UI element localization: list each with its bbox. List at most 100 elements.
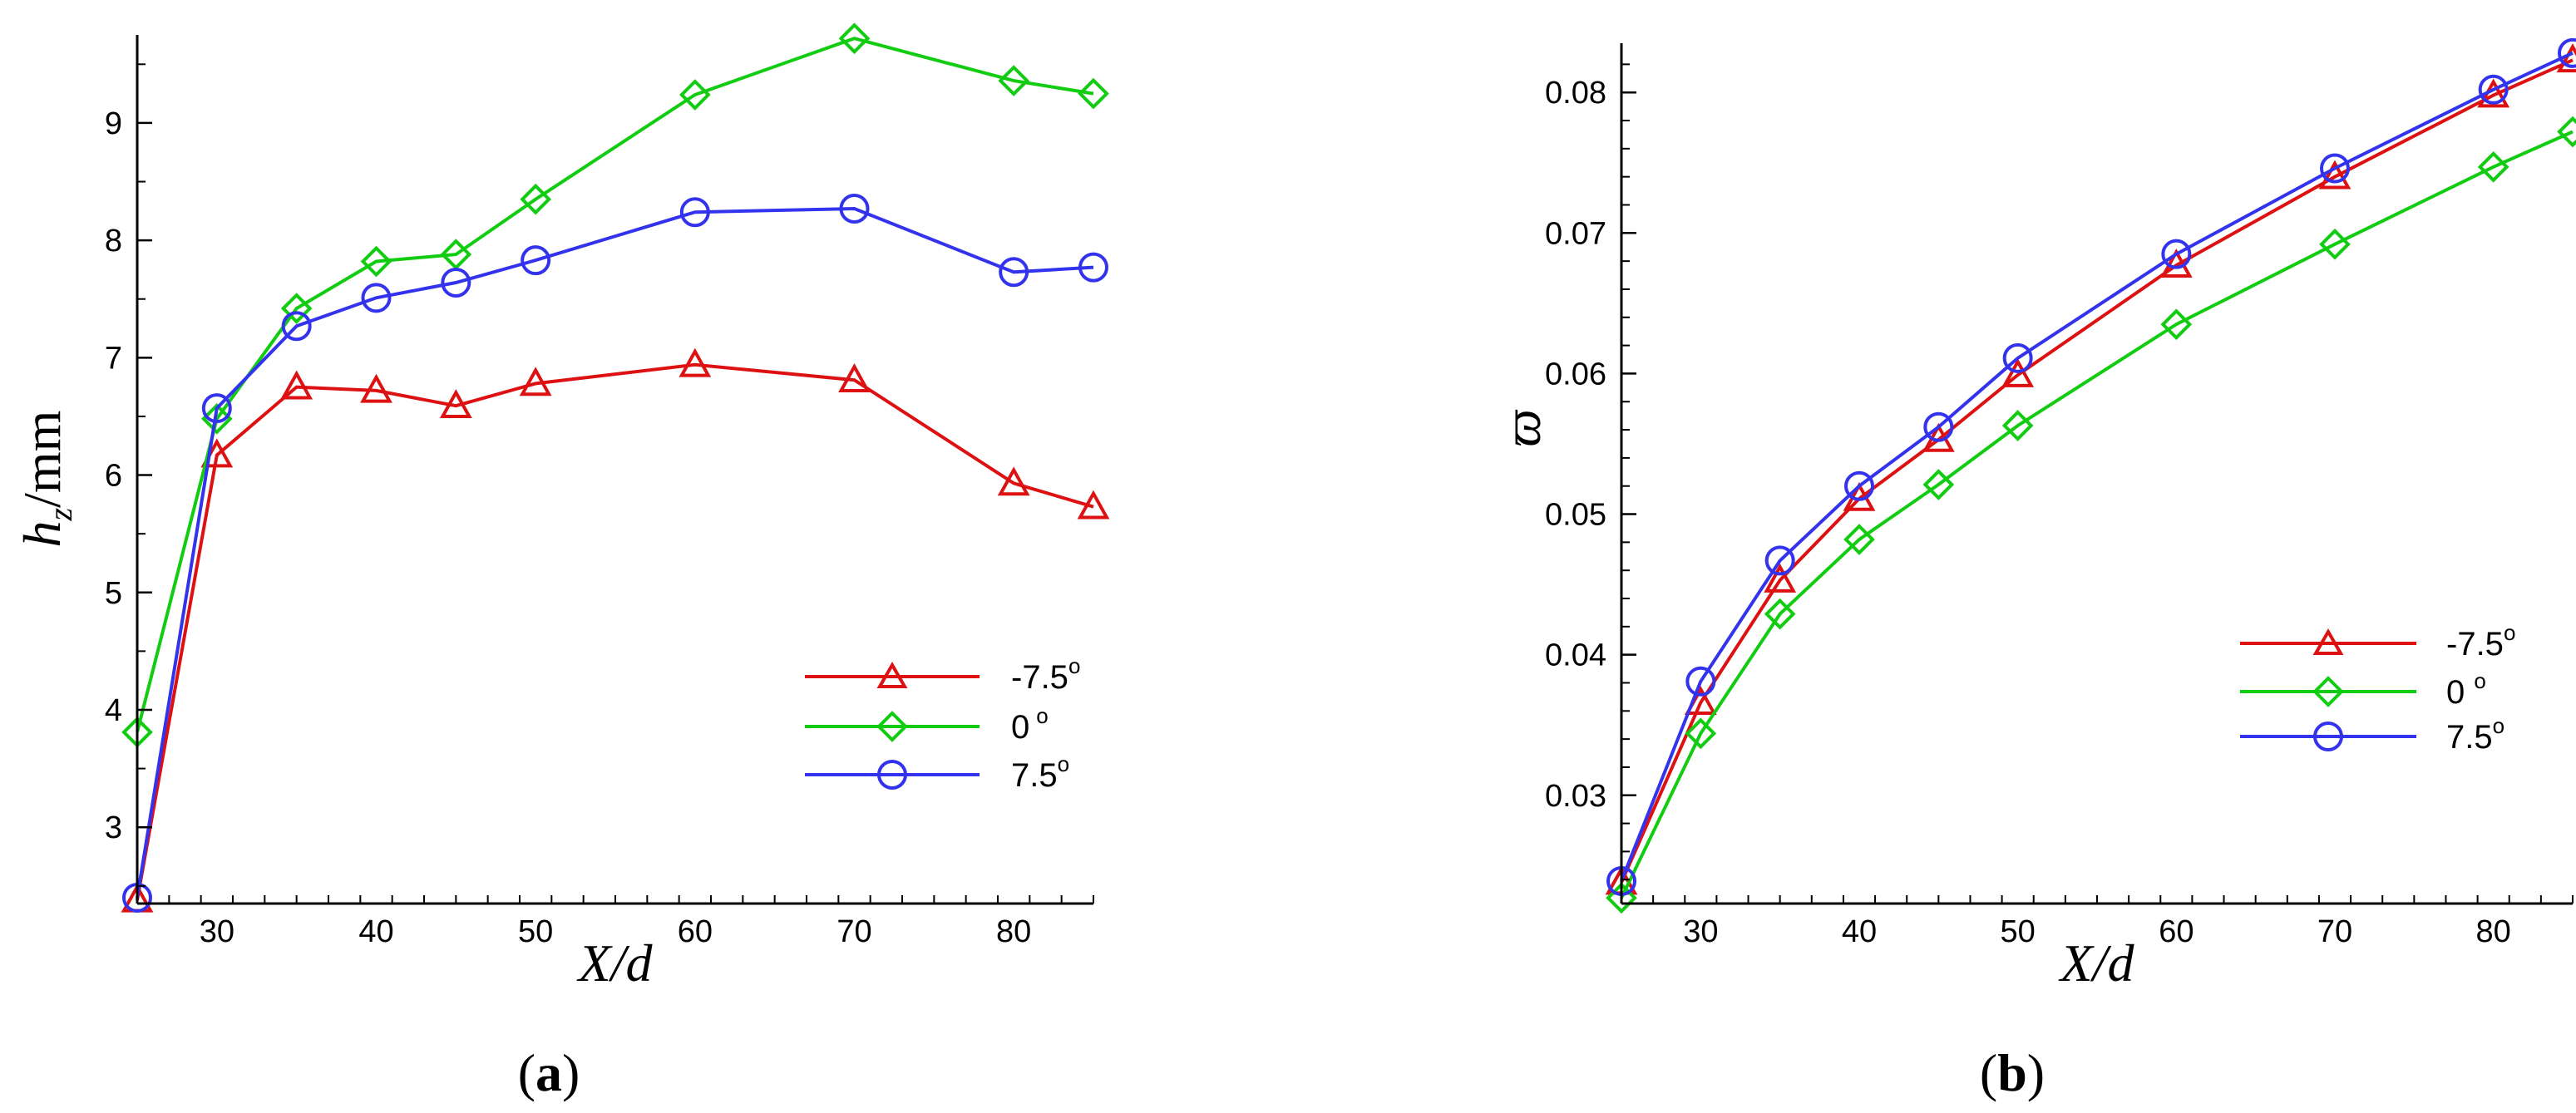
data-point-a-1 (201, 402, 233, 435)
data-point-b-2 (2478, 74, 2509, 105)
data-point-a-1 (520, 183, 551, 215)
y-tick-label: 0.03 (1545, 779, 1606, 814)
data-point-a-1 (280, 293, 313, 324)
legend-diamond-marker-icon-b (2312, 676, 2344, 707)
x-tick-label: 30 (200, 914, 234, 949)
data-point-b-0 (1764, 563, 1797, 593)
ticks-b: 30 40 50 60 70 80 0.03 0.04 0.05 0.06 0.07 0.08 (1545, 63, 2574, 949)
legend-label-b-1: 0 o (2446, 668, 2486, 711)
x-tick-label: 50 (518, 914, 553, 949)
data-point-a-2 (679, 197, 710, 228)
data-point-a-1 (1078, 77, 1109, 110)
data-point-b-2 (2161, 239, 2192, 269)
data-point-b-0 (2318, 160, 2351, 190)
data-point-a-0 (519, 367, 552, 396)
data-point-b-2 (1844, 470, 1874, 501)
legend-circle-marker-icon-b (2313, 721, 2343, 751)
legend-label-b-2: 7.5o (2446, 713, 2504, 756)
data-point-b-2 (1685, 666, 1716, 697)
panel-label-b: (b) (1980, 1043, 2045, 1102)
data-point-b-1 (2557, 116, 2576, 148)
data-point-a-2 (839, 194, 870, 224)
y-tick-label: 8 (105, 224, 122, 259)
data-point-b-1 (1922, 469, 1955, 500)
data-point-b-0 (2556, 43, 2576, 73)
y-tick-label: 7 (105, 341, 122, 376)
data-point-a-0 (997, 466, 1030, 496)
data-point-b-1 (1764, 598, 1796, 630)
y-axis-title-a: hz/mm (12, 411, 79, 548)
y-axis-title-b: ϖ (1493, 409, 1552, 446)
x-tick-label: 40 (358, 914, 393, 949)
series-line-a-1 (136, 37, 1094, 733)
axes-b (1620, 43, 2573, 905)
y-tick-label: 0.08 (1545, 76, 1606, 111)
panel-label-a: (a) (518, 1043, 580, 1102)
data-point-b-0 (2001, 357, 2035, 387)
series-line-b-1 (1620, 130, 2574, 899)
data-point-b-1 (2001, 410, 2034, 441)
data-point-a-0 (439, 389, 472, 419)
series-layer-b (1605, 37, 2576, 914)
series-line-a-2 (136, 206, 1094, 899)
series-line-b-2 (1620, 51, 2574, 882)
y-tick-label: 9 (105, 106, 122, 141)
legend-b: -7.5o 0 o 7.5o (2240, 620, 2515, 756)
data-point-a-1 (679, 79, 711, 111)
series-line-b-0 (1620, 58, 2574, 884)
y-tick-label: 5 (105, 576, 122, 611)
data-point-a-0 (838, 363, 871, 392)
data-point-b-1 (2160, 308, 2193, 341)
data-point-b-1 (1843, 524, 1875, 555)
x-tick-label: 80 (2476, 914, 2511, 949)
data-point-a-2 (361, 283, 392, 313)
series-line-a-0 (136, 362, 1094, 901)
y-tick-label: 0.04 (1545, 638, 1606, 673)
legend-label-a-0: -7.5o (1011, 653, 1080, 696)
data-point-a-2 (999, 257, 1029, 288)
data-point-a-2 (281, 311, 312, 342)
data-point-a-0 (360, 373, 392, 403)
y-tick-label: 6 (105, 459, 122, 494)
data-point-a-2 (201, 393, 232, 424)
data-point-b-2 (2002, 342, 2033, 373)
chart-panel-b: 30 40 50 60 70 80 0.03 0.04 0.05 0.06 0.07 0.08 ϖ X… (1493, 37, 2576, 1102)
data-point-a-1 (838, 22, 871, 55)
y-tick-label: 0.05 (1545, 498, 1606, 533)
x-tick-label: 60 (678, 914, 713, 949)
x-axis-title-b: X/d (2058, 933, 2135, 992)
y-tick-label: 0.06 (1545, 357, 1606, 392)
x-tick-label: 70 (836, 914, 871, 949)
legend-diamond-marker-icon-a (876, 711, 908, 742)
data-point-b-1 (2477, 150, 2509, 183)
data-point-b-2 (2320, 153, 2350, 184)
data-point-b-1 (1685, 717, 1717, 750)
x-tick-label: 60 (2159, 914, 2194, 949)
x-tick-label: 30 (1683, 914, 1718, 949)
legend-label-a-2: 7.5o (1011, 751, 1069, 794)
data-point-a-0 (1077, 490, 1110, 520)
legend-circle-marker-icon-a (877, 760, 907, 790)
legend-triangle-marker-icon-b (2312, 628, 2344, 655)
data-point-b-1 (1606, 882, 1637, 914)
data-point-b-2 (1923, 411, 1954, 442)
data-point-a-2 (521, 245, 551, 276)
data-point-a-2 (1078, 252, 1108, 283)
data-point-a-1 (360, 245, 392, 278)
data-point-b-2 (1764, 545, 1795, 576)
data-point-b-2 (2558, 37, 2576, 68)
ticks-a: 30 40 50 60 70 80 3 4 5 6 7 8 9 (105, 63, 1094, 949)
x-tick-label: 50 (2001, 914, 2036, 949)
x-tick-label: 40 (1842, 914, 1877, 949)
y-tick-label: 3 (105, 810, 122, 845)
x-tick-label: 80 (996, 914, 1031, 949)
x-axis-title-a: X/d (576, 933, 654, 992)
data-point-a-0 (280, 370, 313, 400)
data-point-a-1 (998, 65, 1029, 96)
data-point-a-0 (679, 347, 712, 377)
legend-triangle-marker-icon-a (876, 661, 908, 688)
